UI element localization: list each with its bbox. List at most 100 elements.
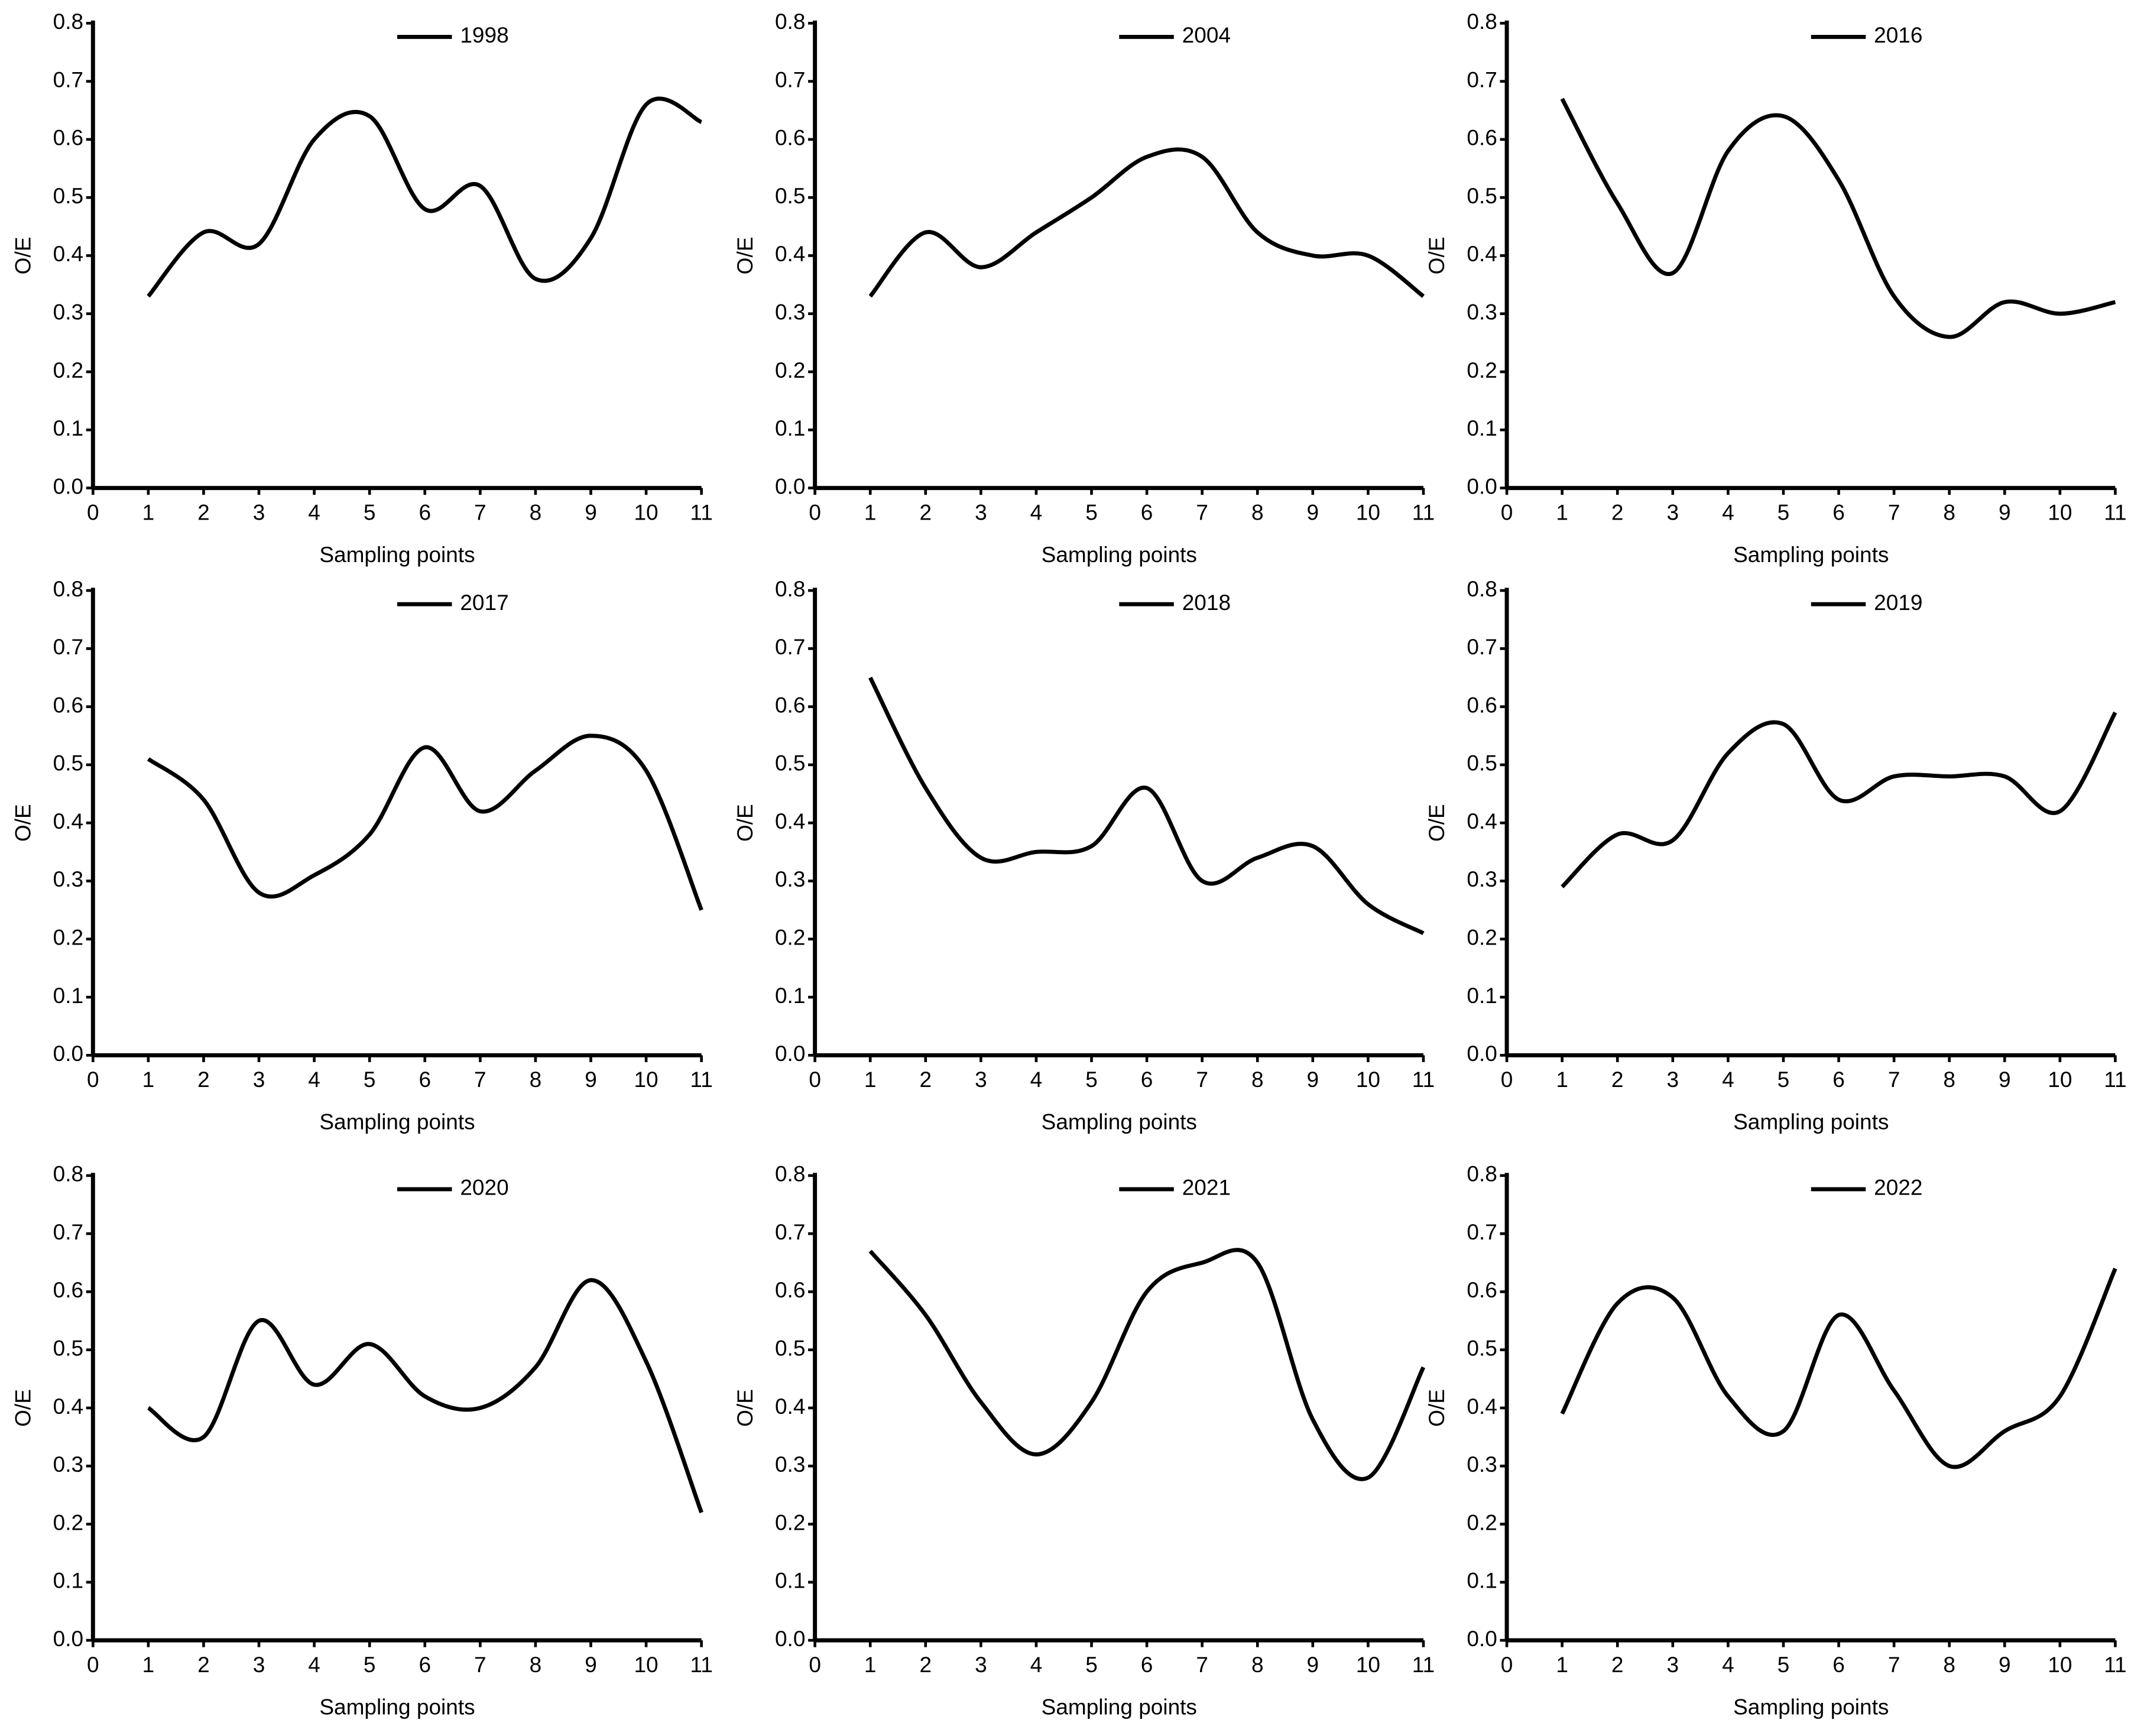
y-axis-label: O/E xyxy=(1425,237,1449,275)
y-tick-label: 0.7 xyxy=(775,67,805,92)
y-tick-label: 0.8 xyxy=(53,9,83,34)
x-tick-label: 4 xyxy=(1722,1067,1734,1092)
x-tick-label: 3 xyxy=(1667,1067,1679,1092)
x-tick-label: 11 xyxy=(690,1067,712,1092)
y-axis-label: O/E xyxy=(1425,804,1449,842)
x-tick-label: 1 xyxy=(142,1067,155,1092)
legend-label: 2017 xyxy=(460,590,508,615)
x-tick-label: 5 xyxy=(1778,1067,1790,1092)
x-tick-label: 3 xyxy=(1667,500,1679,524)
panel: 0.0 0.1 0.2 0.3 0.4 0.5 0.6 0.7 0.8 0 1 2 3 4 5 6 7 8 9 10 1… xyxy=(1425,9,2126,567)
y-tick-label: 0.4 xyxy=(53,1394,83,1419)
x-tick-label: 1 xyxy=(864,1067,877,1092)
x-tick-label: 6 xyxy=(1141,1653,1153,1677)
y-tick-label: 0.5 xyxy=(1467,751,1497,775)
x-tick-label: 6 xyxy=(1832,1653,1845,1677)
data-line xyxy=(147,96,703,298)
y-tick-label: 0.8 xyxy=(1467,1162,1497,1186)
x-tick-label: 9 xyxy=(585,500,597,524)
data-line xyxy=(1560,1267,2117,1469)
x-tick-label: 8 xyxy=(1943,1067,1955,1092)
x-tick-label: 7 xyxy=(474,1653,486,1677)
x-tick-label: 9 xyxy=(1999,1067,2011,1092)
data-line xyxy=(147,1278,703,1514)
y-tick-label: 0.3 xyxy=(775,867,805,891)
x-tick-label: 9 xyxy=(585,1653,597,1677)
y-tick-label: 0.6 xyxy=(53,693,83,717)
x-tick-label: 8 xyxy=(1943,500,1955,524)
y-tick-label: 0.4 xyxy=(775,242,805,266)
y-tick-label: 0.1 xyxy=(775,416,805,440)
y-axis-label: O/E xyxy=(1425,1389,1449,1427)
x-tick-label: 10 xyxy=(1356,500,1380,524)
x-tick-label: 8 xyxy=(1251,500,1264,524)
x-tick-label: 4 xyxy=(1030,1653,1043,1677)
y-tick-label: 0.6 xyxy=(1467,1278,1497,1302)
x-tick-label: 9 xyxy=(1307,1653,1319,1677)
x-tick-label: 1 xyxy=(142,500,155,524)
y-tick-label: 0.5 xyxy=(53,1336,83,1360)
x-tick-label: 3 xyxy=(253,1067,265,1092)
x-tick-label: 0 xyxy=(1501,1653,1513,1677)
x-tick-label: 11 xyxy=(690,1653,712,1677)
data-line xyxy=(868,1248,1426,1481)
y-tick-label: 0.1 xyxy=(53,1569,83,1593)
y-tick-label: 0.7 xyxy=(1467,67,1497,92)
x-tick-label: 2 xyxy=(1611,1653,1624,1677)
x-tick-label: 8 xyxy=(1251,1067,1264,1092)
x-tick-label: 10 xyxy=(2048,500,2072,524)
y-tick-label: 0.7 xyxy=(53,1220,83,1244)
x-tick-label: 3 xyxy=(975,1067,987,1092)
y-tick-label: 0.0 xyxy=(775,1041,805,1066)
x-tick-label: 5 xyxy=(364,1067,376,1092)
x-tick-label: 11 xyxy=(2104,500,2126,524)
x-tick-label: 10 xyxy=(2048,1067,2072,1092)
y-tick-label: 0.4 xyxy=(775,809,805,833)
x-tick-label: 11 xyxy=(1412,500,1435,524)
x-tick-label: 4 xyxy=(308,1653,320,1677)
y-tick-label: 0.3 xyxy=(53,300,83,325)
x-tick-label: 6 xyxy=(419,1067,431,1092)
y-axis-label: O/E xyxy=(11,1389,35,1427)
y-axis-label: O/E xyxy=(733,1389,757,1427)
y-tick-label: 0.1 xyxy=(53,984,83,1008)
x-tick-label: 8 xyxy=(530,500,542,524)
x-tick-label: 0 xyxy=(809,500,821,524)
x-tick-label: 11 xyxy=(2104,1653,2126,1677)
x-tick-label: 2 xyxy=(919,1067,932,1092)
y-tick-label: 0.5 xyxy=(1467,184,1497,208)
y-tick-label: 0.0 xyxy=(1467,1041,1497,1066)
y-tick-label: 0.3 xyxy=(53,1452,83,1477)
y-tick-label: 0.1 xyxy=(1467,416,1497,440)
legend-label: 2004 xyxy=(1182,23,1231,47)
x-tick-label: 7 xyxy=(1196,500,1208,524)
x-tick-label: 10 xyxy=(634,1653,658,1677)
x-tick-label: 10 xyxy=(1356,1067,1380,1092)
y-tick-label: 0.4 xyxy=(775,1394,805,1419)
y-tick-label: 0.7 xyxy=(1467,635,1497,659)
y-tick-label: 0.2 xyxy=(775,358,805,382)
x-tick-label: 3 xyxy=(975,500,987,524)
legend-label: 2019 xyxy=(1874,590,1922,615)
x-tick-label: 1 xyxy=(142,1653,155,1677)
legend-label: 2021 xyxy=(1182,1176,1231,1200)
y-tick-label: 0.2 xyxy=(53,1510,83,1534)
y-tick-label: 0.4 xyxy=(1467,1394,1497,1419)
x-tick-label: 5 xyxy=(1085,1067,1098,1092)
y-tick-label: 0.8 xyxy=(775,577,805,601)
y-tick-label: 0.1 xyxy=(1467,984,1497,1008)
x-tick-label: 11 xyxy=(1412,1653,1435,1677)
x-tick-label: 7 xyxy=(474,1067,486,1092)
y-tick-label: 0.0 xyxy=(1467,1627,1497,1651)
x-tick-label: 1 xyxy=(864,500,877,524)
y-tick-label: 0.6 xyxy=(775,693,805,717)
y-tick-label: 0.7 xyxy=(775,635,805,659)
x-tick-label: 6 xyxy=(419,500,431,524)
panel: 0.0 0.1 0.2 0.3 0.4 0.5 0.6 0.7 0.8 0 1 2 3 4 5 6 7 8 9 10 1… xyxy=(11,577,712,1134)
y-tick-label: 0.6 xyxy=(775,126,805,150)
y-tick-label: 0.8 xyxy=(53,1162,83,1186)
y-tick-label: 0.7 xyxy=(53,635,83,659)
x-tick-label: 7 xyxy=(1888,1067,1900,1092)
y-tick-label: 0.1 xyxy=(53,416,83,440)
